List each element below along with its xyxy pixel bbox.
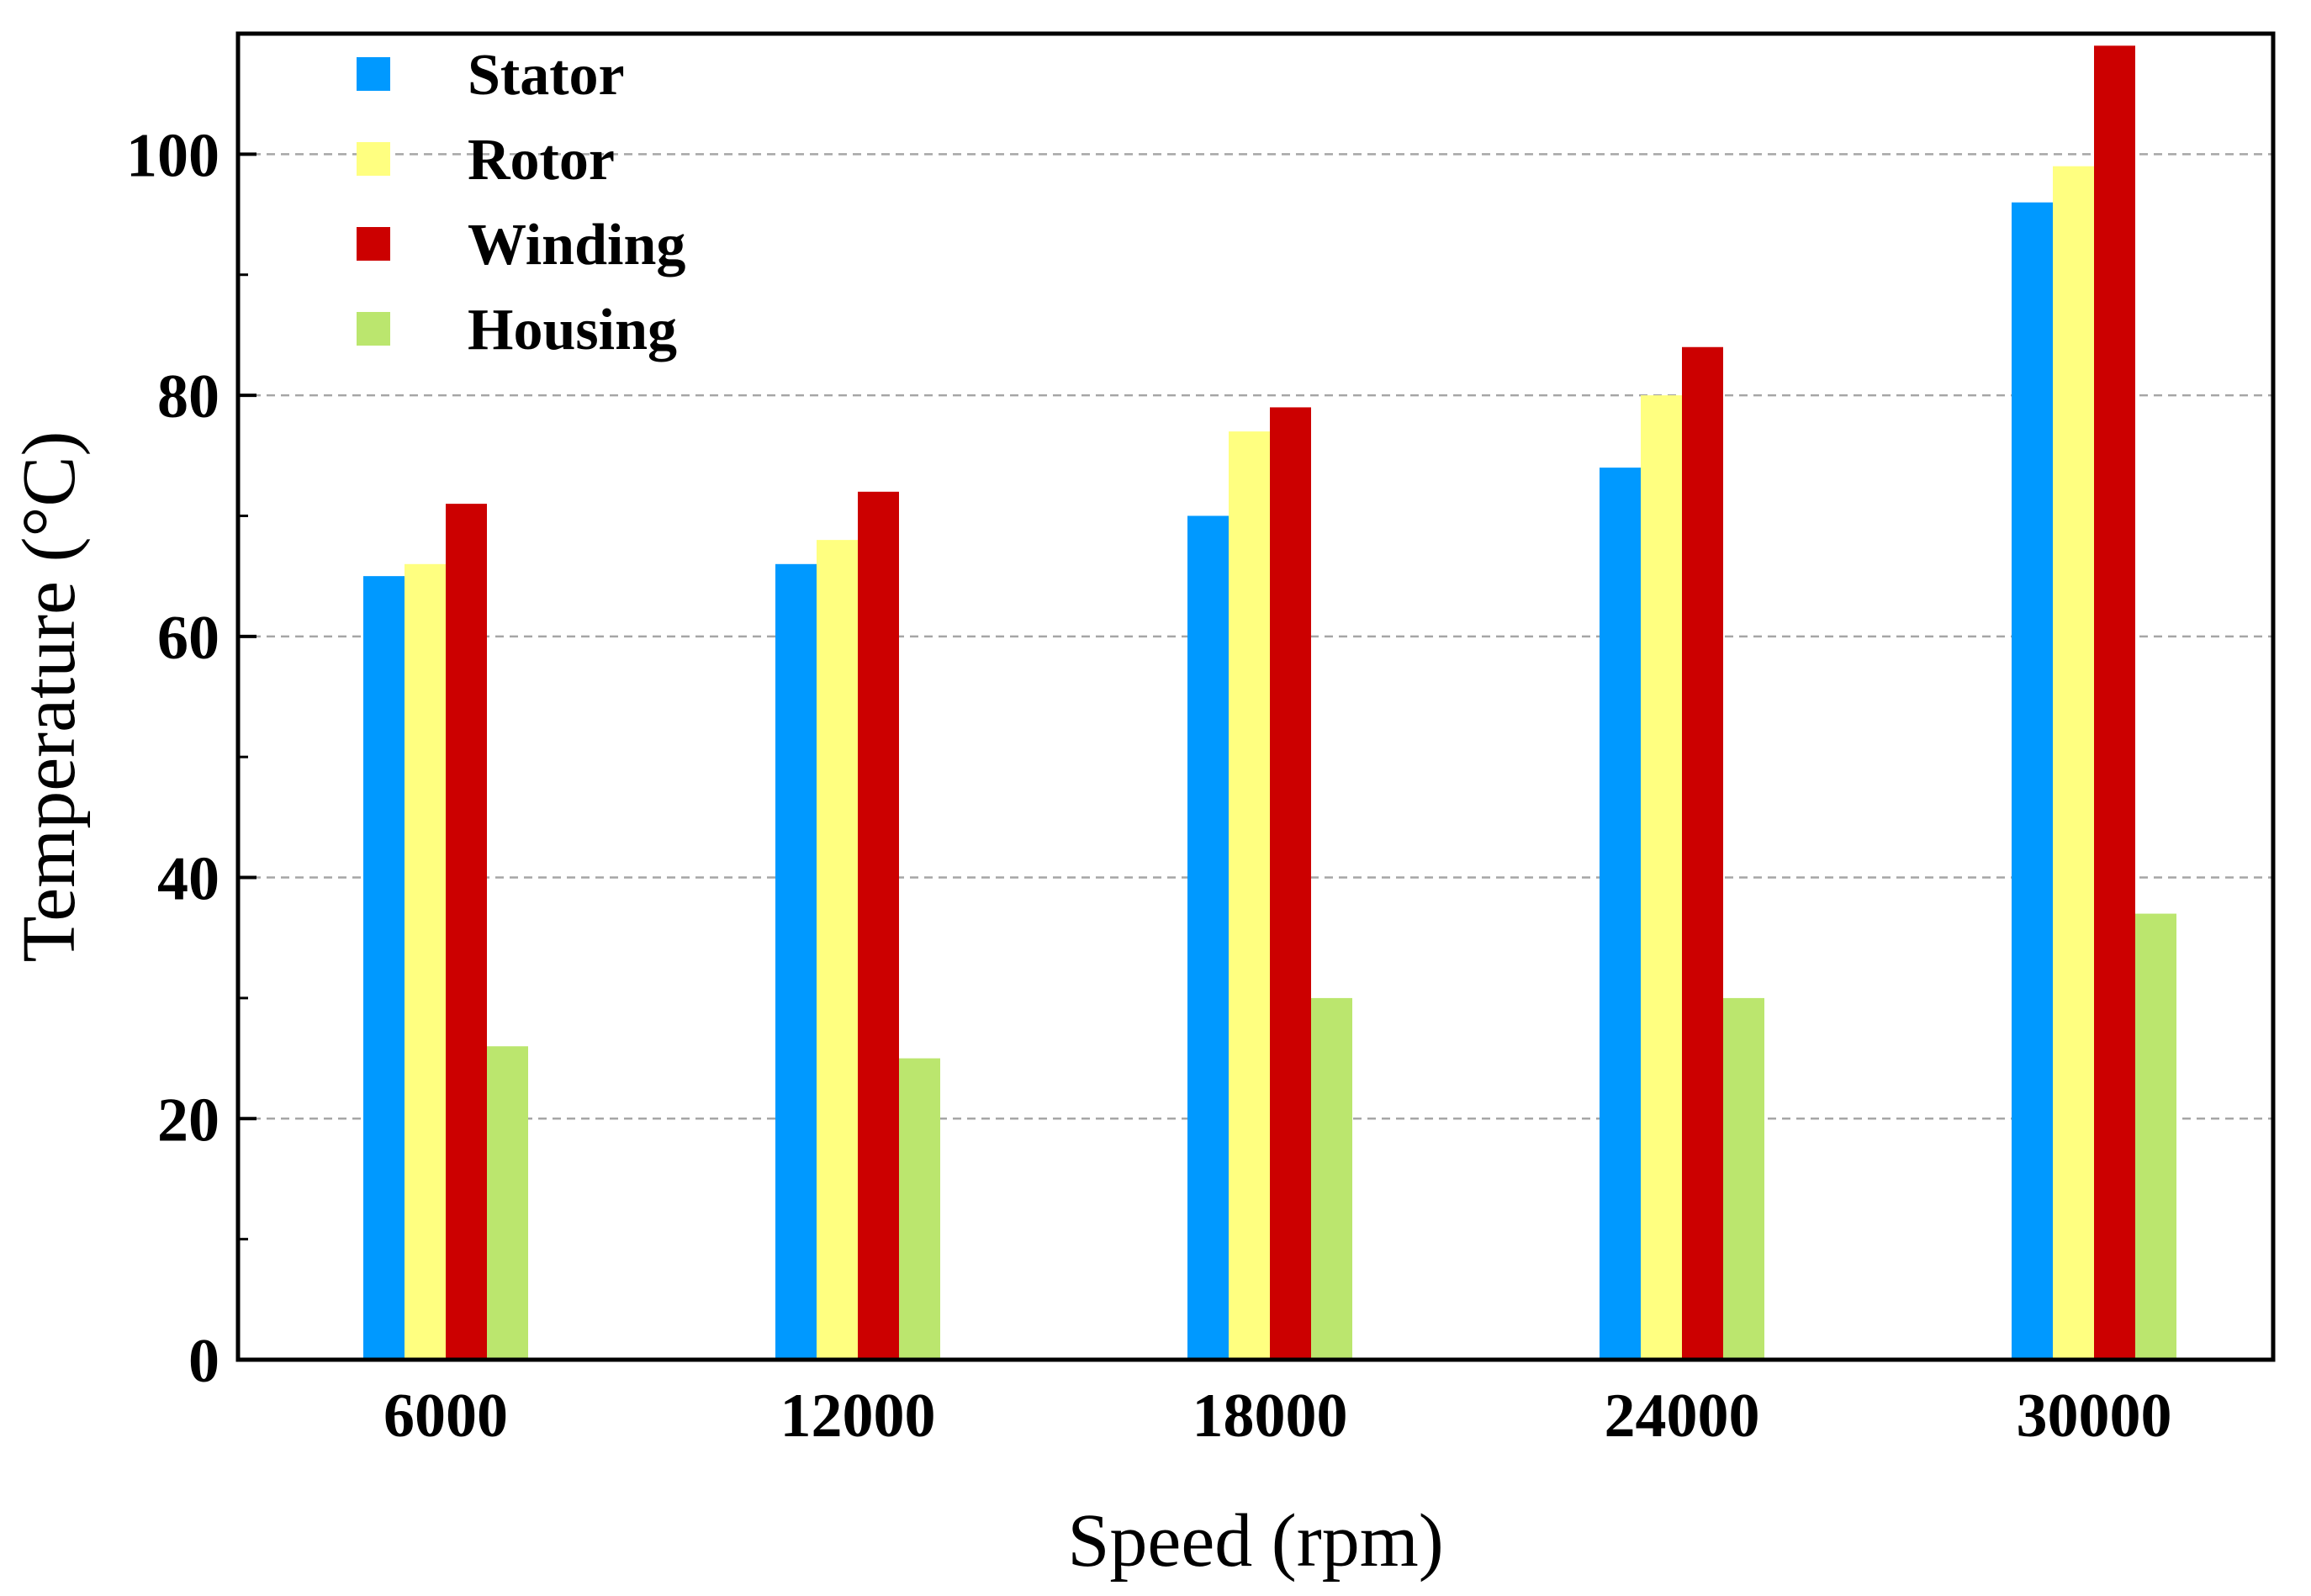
bar-rotor-30000: [2053, 166, 2094, 1361]
x-axis-title: Speed (rpm): [1067, 1499, 1443, 1583]
y-tick-label: 20: [157, 1086, 219, 1155]
bar-winding-30000: [2094, 45, 2135, 1360]
x-tick-label: 24000: [1605, 1382, 1760, 1451]
y-tick-label: 40: [157, 845, 219, 914]
bar-rotor-24000: [1641, 395, 1682, 1360]
y-tick-label: 100: [126, 121, 219, 190]
bar-rotor-6000: [405, 563, 446, 1360]
bar-rotor-12000: [817, 540, 858, 1360]
x-tick-label: 30000: [2017, 1382, 2172, 1451]
y-tick-label: 80: [157, 362, 219, 431]
legend: Stator Rotor Winding Housing: [357, 43, 685, 362]
bar-winding-24000: [1682, 346, 1723, 1360]
y-tick-label: 60: [157, 604, 219, 673]
bar-stator-30000: [2012, 202, 2053, 1360]
bar-stator-6000: [363, 576, 405, 1360]
bar-stator-18000: [1187, 515, 1229, 1360]
y-axis-title: Temperature (°C): [8, 431, 91, 963]
legend-swatch-rotor: [357, 142, 390, 176]
bars: [363, 45, 2176, 1361]
bar-housing-12000: [899, 1058, 940, 1360]
legend-label-housing: Housing: [468, 298, 677, 362]
bar-rotor-18000: [1229, 431, 1270, 1360]
y-tick-labels: 0 20 40 60 80 100: [126, 121, 219, 1396]
bar-housing-24000: [1723, 997, 1764, 1360]
x-tick-label: 12000: [780, 1382, 936, 1451]
x-tick-labels: 6000 12000 18000 24000 30000: [383, 1382, 2172, 1451]
bar-housing-18000: [1311, 997, 1352, 1360]
y-tick-label: 0: [188, 1327, 219, 1396]
bar-stator-12000: [775, 563, 817, 1360]
legend-swatch-housing: [357, 312, 390, 346]
axis-ticks: [238, 152, 256, 1361]
bar-housing-30000: [2135, 913, 2176, 1360]
plot-frame: [235, 31, 2276, 1362]
x-tick-label: 18000: [1193, 1382, 1348, 1451]
x-tick-label: 6000: [383, 1382, 508, 1451]
bar-winding-18000: [1270, 407, 1311, 1361]
legend-label-stator: Stator: [468, 43, 625, 108]
bar-housing-6000: [487, 1046, 528, 1360]
bar-stator-24000: [1600, 468, 1641, 1360]
legend-label-rotor: Rotor: [468, 128, 615, 193]
legend-swatch-stator: [357, 57, 390, 91]
legend-swatch-winding: [357, 227, 390, 261]
bar-winding-6000: [446, 504, 487, 1360]
bar-winding-12000: [858, 491, 899, 1361]
legend-label-winding: Winding: [468, 213, 685, 277]
